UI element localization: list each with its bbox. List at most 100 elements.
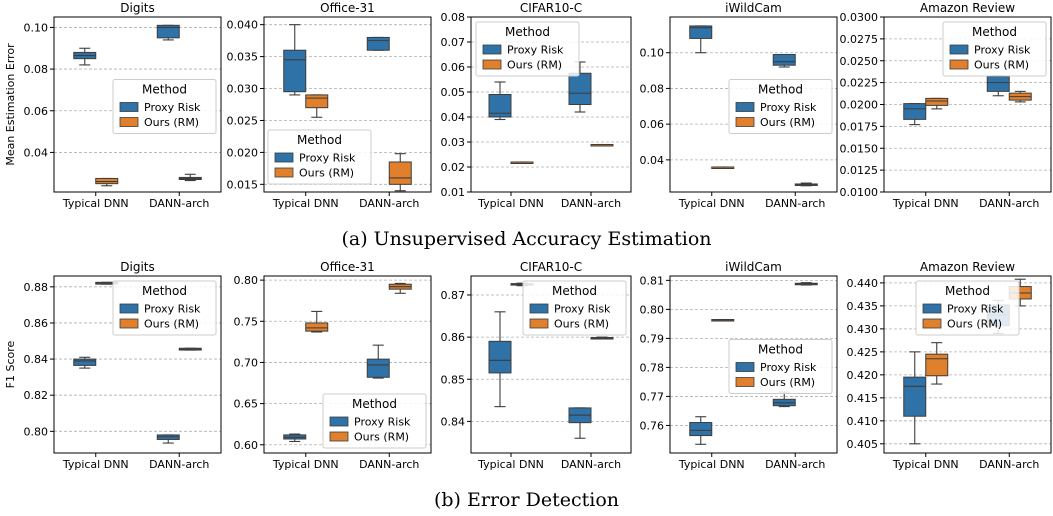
- legend-label: Ours (RM): [144, 318, 199, 331]
- y-tick-label: 0.79: [640, 332, 665, 345]
- y-tick-label: 0.430: [847, 323, 879, 336]
- legend-label: Ours (RM): [144, 116, 199, 129]
- y-tick-label: 0.06: [24, 105, 49, 118]
- box-proxy-risk: [903, 103, 927, 120]
- x-tick-label: DANN-arch: [979, 458, 1039, 471]
- y-tick-label: 0.0175: [840, 120, 879, 133]
- box-proxy-risk: [488, 94, 512, 118]
- chart-panel-b-2: 0.60 0.65 0.70 0.75 0.80 Typical DNN DANN-arch…: [234, 260, 432, 471]
- axes-frame: [669, 275, 838, 454]
- axes-frame: [263, 275, 432, 454]
- legend-label: Ours (RM): [507, 59, 562, 72]
- legend-title: Method: [945, 284, 990, 298]
- legend-box: [112, 79, 217, 134]
- legend: Method Proxy Risk Ours (RM): [915, 280, 1020, 336]
- legend-box: [728, 339, 833, 394]
- legend-title: Method: [142, 83, 187, 97]
- y-tick-label: 0.10: [640, 47, 665, 60]
- y-tick-label: 0.80: [24, 425, 49, 438]
- y-tick-label: 0.0275: [840, 33, 879, 46]
- legend: Method Proxy Risk Ours (RM): [267, 129, 372, 185]
- legend-title: Method: [758, 343, 803, 357]
- chart-panel-a-1: 0.04 0.06 0.08 0.10 Typical DNN DANN-arch Digi…: [4, 1, 222, 210]
- x-tick-label: Typical DNN: [892, 197, 959, 210]
- x-tick-label: Typical DNN: [678, 197, 745, 210]
- chart-title: Digits: [120, 1, 154, 15]
- x-tick-label: Typical DNN: [678, 458, 745, 471]
- x-tick-label: DANN-arch: [359, 197, 419, 210]
- legend-swatch-proxy-risk: [949, 44, 969, 55]
- y-tick-label: 0.425: [847, 346, 879, 359]
- legend-swatch-proxy-risk: [735, 102, 755, 112]
- axes-frame: [53, 16, 222, 193]
- legend: Method Proxy Risk Ours (RM): [942, 21, 1047, 77]
- axes-frame: [883, 275, 1052, 454]
- legend-box: [267, 129, 372, 185]
- y-tick-label: 0.10: [24, 21, 49, 34]
- legend-label: Proxy Risk: [974, 44, 1031, 57]
- chart-title: Digits: [120, 260, 154, 274]
- box-proxy-risk: [283, 49, 307, 93]
- axes-frame: [470, 275, 632, 454]
- y-tick-label: 0.80: [640, 303, 665, 316]
- box-proxy-risk: [986, 76, 1010, 92]
- legend-swatch-ours-rm: [529, 318, 549, 329]
- y-tick-label: 0.020: [227, 146, 259, 159]
- y-tick-label: 0.88: [24, 281, 49, 294]
- y-tick-label: 0.0150: [840, 142, 879, 155]
- legend-label: Ours (RM): [299, 167, 354, 180]
- caption-error-detection: (b) Error Detection: [433, 489, 619, 511]
- x-tick-label: DANN-arch: [979, 197, 1039, 210]
- y-tick-label: 0.60: [234, 439, 259, 452]
- box-proxy-risk: [156, 24, 180, 39]
- legend-swatch-proxy-risk: [119, 303, 139, 314]
- legend-swatch-ours-rm: [119, 318, 139, 329]
- y-tick-label: 0.65: [234, 398, 259, 411]
- legend-title: Method: [352, 397, 397, 411]
- x-tick-label: DANN-arch: [561, 458, 621, 471]
- axes-frame: [470, 16, 632, 193]
- box-proxy-risk: [73, 358, 97, 366]
- y-tick-label: 0.76: [640, 419, 665, 432]
- axes-frame: [263, 16, 432, 193]
- legend-box: [475, 21, 580, 77]
- legend-swatch-ours-rm: [735, 377, 755, 387]
- legend: Method Proxy Risk Ours (RM): [322, 393, 427, 449]
- legend-box: [915, 280, 1020, 336]
- y-tick-label: 0.01: [441, 186, 466, 199]
- y-axis-label: F1 Score: [4, 340, 17, 388]
- y-tick-label: 0.410: [847, 415, 879, 428]
- y-tick-label: 0.70: [234, 356, 259, 369]
- legend: Method Proxy Risk Ours (RM): [728, 79, 833, 134]
- box-ours-rm: [925, 97, 949, 106]
- legend-swatch-ours-rm: [274, 167, 294, 178]
- legend-label: Ours (RM): [554, 318, 609, 331]
- axes-frame: [883, 16, 1052, 193]
- box-ours-rm: [388, 161, 412, 185]
- legend-label: Proxy Risk: [354, 416, 411, 429]
- legend: Method Proxy Risk Ours (RM): [522, 280, 627, 336]
- y-tick-label: 0.03: [441, 136, 466, 149]
- legend-box: [728, 79, 833, 134]
- y-tick-label: 0.82: [24, 389, 49, 402]
- y-tick-label: 0.78: [640, 361, 665, 374]
- chart-title: iWildCam: [725, 1, 782, 15]
- legend-swatch-proxy-risk: [529, 303, 549, 314]
- x-tick-label: DANN-arch: [765, 197, 825, 210]
- chart-title: Amazon Review: [920, 1, 1015, 15]
- box-ours-rm: [305, 94, 329, 109]
- x-tick-label: Typical DNN: [272, 197, 339, 210]
- legend-title: Method: [552, 284, 597, 298]
- legend-swatch-ours-rm: [119, 117, 139, 127]
- legend-title: Method: [297, 133, 342, 147]
- y-tick-label: 0.04: [24, 146, 49, 159]
- x-tick-label: Typical DNN: [477, 458, 544, 471]
- legend-swatch-ours-rm: [735, 117, 755, 127]
- y-tick-label: 0.405: [847, 438, 879, 451]
- y-tick-label: 0.0250: [840, 55, 879, 68]
- legend-label: Proxy Risk: [144, 101, 201, 114]
- y-tick-label: 0.08: [441, 11, 466, 24]
- y-tick-label: 0.08: [640, 82, 665, 95]
- legend: Method Proxy Risk Ours (RM): [475, 21, 580, 77]
